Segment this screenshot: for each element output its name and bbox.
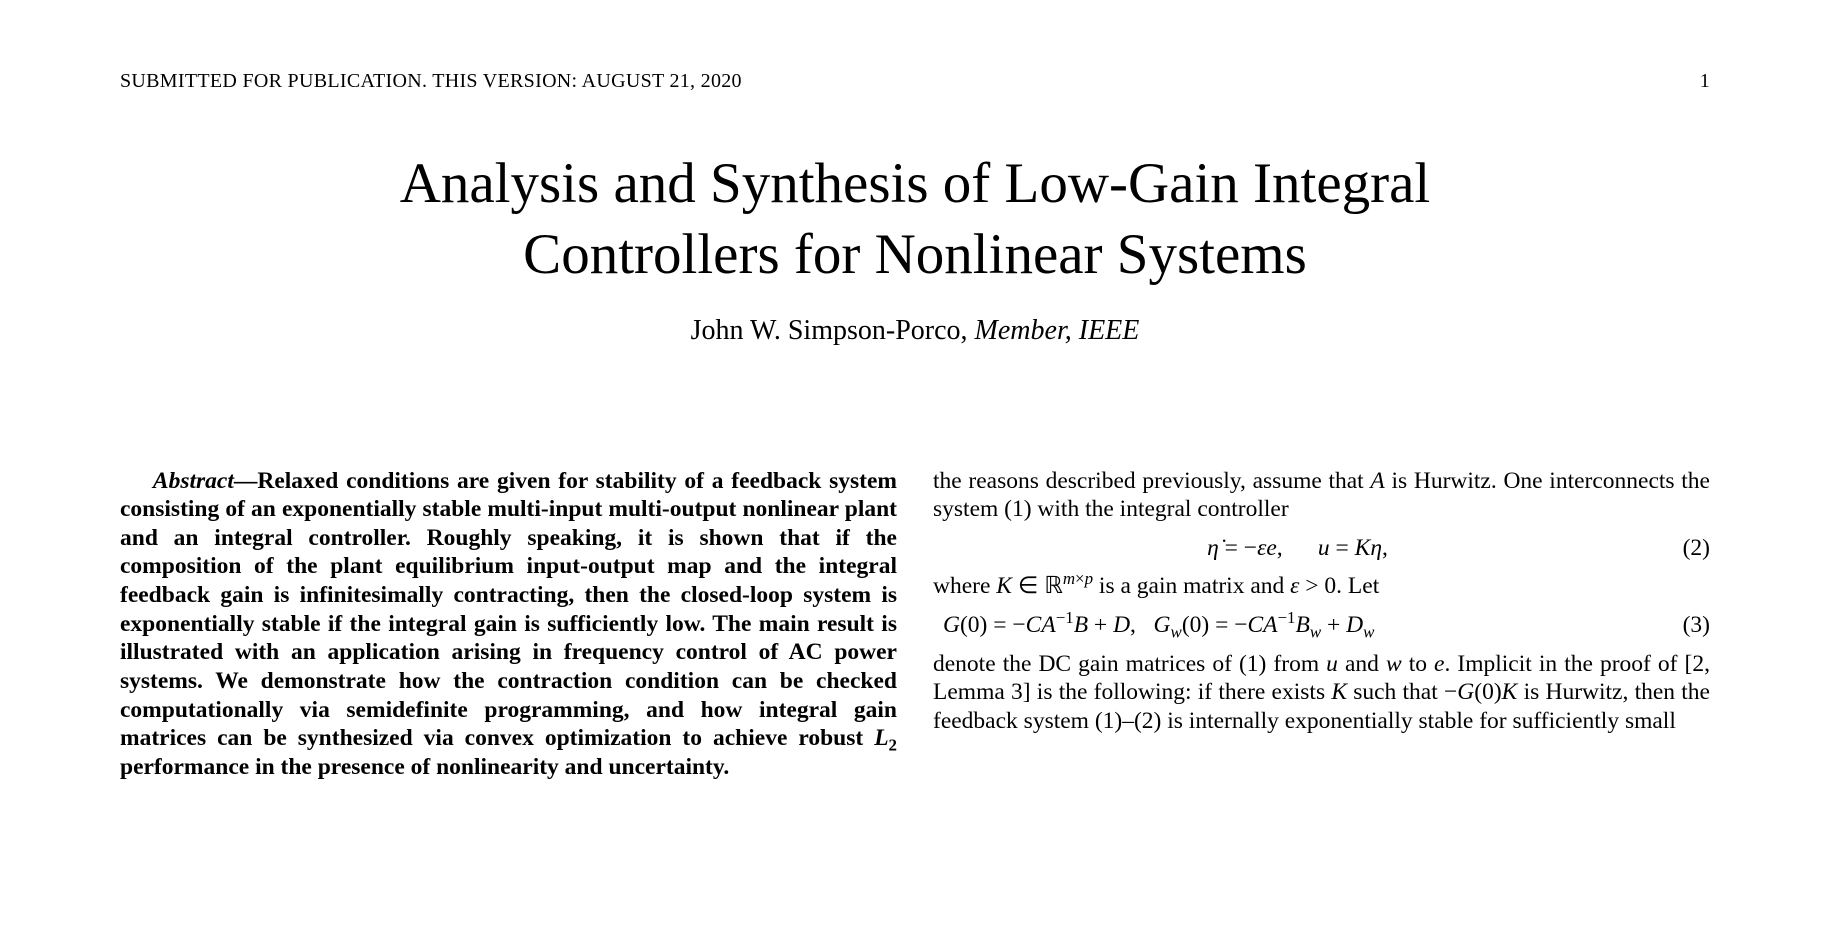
para-3: denote the DC gain matrices of (1) from … bbox=[933, 650, 1710, 736]
para2b: is a gain matrix and bbox=[1093, 573, 1290, 599]
title-line-1: Analysis and Synthesis of Low-Gain Integ… bbox=[400, 152, 1431, 215]
abstract-L: L bbox=[874, 725, 888, 751]
para2c: . Let bbox=[1336, 573, 1379, 599]
paper-title: Analysis and Synthesis of Low-Gain Integ… bbox=[120, 148, 1710, 291]
para-2: where K ∈ ℝm×p is a gain matrix and ε > … bbox=[933, 572, 1710, 601]
abstract-dash: — bbox=[234, 468, 258, 494]
title-line-2: Controllers for Nonlinear Systems bbox=[523, 223, 1307, 286]
page-number: 1 bbox=[1700, 70, 1710, 93]
para3c: such that bbox=[1347, 679, 1444, 705]
abstract-block: Abstract—Relaxed conditions are given fo… bbox=[120, 467, 897, 782]
para-1: the reasons described previously, assume… bbox=[933, 467, 1710, 524]
eq2-body: η̇ = −εe, u = Kη, bbox=[933, 534, 1662, 563]
two-column-body: Abstract—Relaxed conditions are given fo… bbox=[120, 467, 1710, 782]
to: to bbox=[1402, 651, 1434, 677]
abstract-text-2: performance in the presence of nonlinear… bbox=[120, 754, 729, 780]
abstract-sub2: 2 bbox=[889, 736, 897, 755]
eq3-body: G(0) = −CA−1B + D, Gw(0) = −CA−1Bw + Dw bbox=[933, 611, 1662, 640]
para1a: the reasons described previously, assume… bbox=[933, 468, 1370, 494]
abstract-text-1: Relaxed conditions are given for stabili… bbox=[120, 468, 897, 752]
sym-A: A bbox=[1370, 468, 1384, 494]
sym-u: u bbox=[1326, 651, 1338, 677]
equation-3: G(0) = −CA−1B + D, Gw(0) = −CA−1Bw + Dw … bbox=[933, 611, 1710, 640]
and: and bbox=[1338, 651, 1386, 677]
para3a: denote the DC gain matrices of (1) from bbox=[933, 651, 1326, 677]
eq2-num: (2) bbox=[1662, 534, 1710, 563]
equation-2: η̇ = −εe, u = Kη, (2) bbox=[933, 534, 1710, 563]
header-left: SUBMITTED FOR PUBLICATION. THIS VERSION:… bbox=[120, 70, 742, 93]
sym-K: K bbox=[1331, 679, 1347, 705]
author-affil: Member, IEEE bbox=[975, 315, 1140, 346]
author-line: John W. Simpson-Porco, Member, IEEE bbox=[120, 315, 1710, 347]
eq3-num: (3) bbox=[1662, 611, 1710, 640]
running-header: SUBMITTED FOR PUBLICATION. THIS VERSION:… bbox=[120, 70, 1710, 93]
sym-e: e bbox=[1434, 651, 1444, 677]
para2a: where bbox=[933, 573, 996, 599]
author-name: John W. Simpson-Porco, bbox=[691, 315, 975, 346]
sym-w: w bbox=[1386, 651, 1402, 677]
right-column: the reasons described previously, assume… bbox=[933, 467, 1710, 782]
left-column: Abstract—Relaxed conditions are given fo… bbox=[120, 467, 897, 782]
abstract-label: Abstract bbox=[153, 468, 234, 494]
